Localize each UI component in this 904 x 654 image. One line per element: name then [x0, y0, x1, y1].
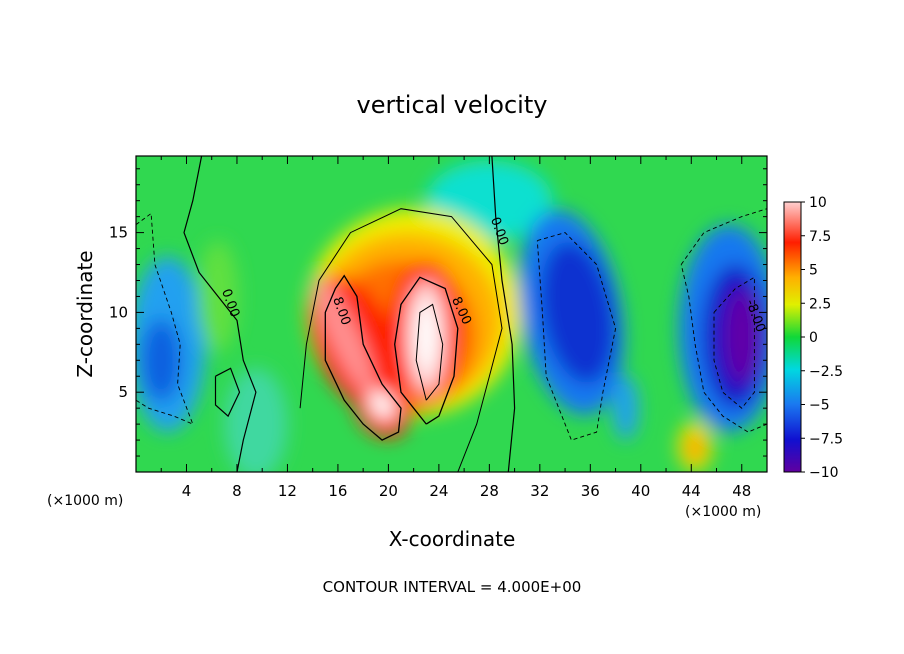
- colorbar-tick-label: −5: [809, 398, 830, 414]
- x-tick-label: 48: [732, 482, 751, 500]
- contour-line: [680, 208, 767, 433]
- field-patch: [141, 318, 182, 402]
- colorbar-tick-label: 7.5: [809, 229, 831, 245]
- x-tick-label: 44: [682, 482, 701, 500]
- x-tick-label: 28: [480, 482, 499, 500]
- x-tick-label: 40: [631, 482, 650, 500]
- y-tick-label: 5: [118, 383, 128, 401]
- contour-line: [136, 212, 194, 425]
- field-patch: [687, 435, 703, 461]
- field-patch: [540, 241, 615, 384]
- plot-frame: [135, 155, 768, 473]
- contour-line: [491, 156, 516, 472]
- colorbar-tick-label: −2.5: [809, 364, 843, 380]
- colorbar-tick-label: 0: [809, 330, 818, 346]
- colorbar-gradient: [783, 201, 802, 473]
- x-unit-label-right: (×1000 m): [685, 504, 761, 520]
- contour-line: [415, 303, 444, 401]
- y-tick-label: 10: [109, 303, 128, 321]
- y-axis-label: Z-coordinate: [73, 250, 97, 377]
- contour-line: [183, 156, 257, 472]
- x-tick-label: 32: [530, 482, 549, 500]
- field-patch: [313, 278, 375, 395]
- x-tick-label: 4: [182, 482, 192, 500]
- contour-line: [713, 276, 755, 409]
- field-patch: [724, 288, 760, 385]
- contour-interval-footer: CONTOUR INTERVAL = 4.000E+00: [323, 578, 582, 596]
- colorbar-tick-label: −7.5: [809, 431, 843, 447]
- colorbar-tick-label: 5: [809, 263, 818, 279]
- contour-line: [324, 274, 402, 441]
- heatmap-field: 0.000.008.00 8.00 -8.00: [136, 156, 767, 472]
- x-tick-label: 24: [429, 482, 448, 500]
- x-tick-label: 16: [328, 482, 347, 500]
- colorbar-tick-label: 10: [809, 195, 827, 211]
- field-patch: [613, 376, 639, 441]
- colorbar-tick-label: −10: [809, 465, 839, 481]
- field-patch: [369, 390, 396, 420]
- x-tick-label: 20: [379, 482, 398, 500]
- colorbar: 10 7.5 5 2.5 0 −2.5 −5 −7.5 −10: [783, 195, 843, 481]
- field-patch: [224, 368, 288, 472]
- field-patch: [416, 301, 437, 372]
- contour-line: [536, 232, 617, 441]
- x-tick-label: 36: [581, 482, 600, 500]
- y-tick-label: 15: [109, 224, 128, 242]
- x-tick-label: 12: [278, 482, 297, 500]
- x-axis-label: X-coordinate: [389, 527, 516, 551]
- chart-title: vertical velocity: [357, 91, 548, 119]
- contour-line: [214, 367, 241, 418]
- contour-line: [299, 208, 503, 472]
- x-unit-label-left: (×1000 m): [47, 493, 123, 509]
- x-tick-label: 8: [232, 482, 242, 500]
- colorbar-tick-label: 2.5: [809, 296, 831, 312]
- contour-line: [394, 276, 459, 425]
